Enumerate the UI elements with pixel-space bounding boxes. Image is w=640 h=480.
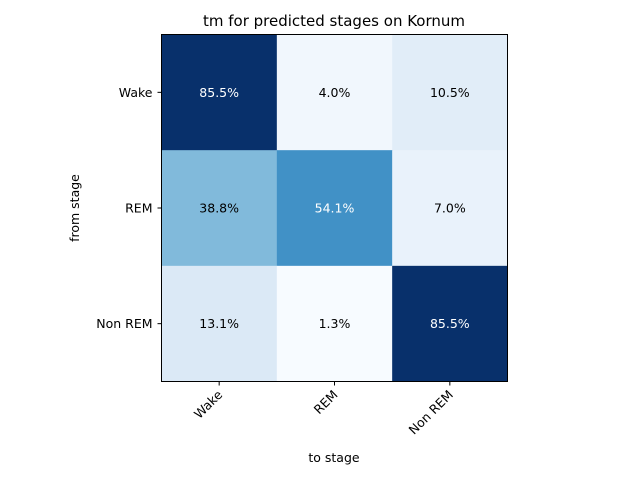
x-tick-label: Non REM [406,387,456,437]
y-tick-label: Non REM [96,316,152,331]
cell-value-label: 38.8% [199,201,239,216]
cell-value-label: 13.1% [199,316,239,331]
heatmap-cell [276,150,393,267]
cell-value-label: 7.0% [434,201,466,216]
chart-title: tm for predicted stages on Kornum [203,12,465,30]
cell-value-label: 54.1% [315,201,355,216]
cell-value-label: 85.5% [199,85,239,100]
heatmap-cell [161,34,278,151]
heatmap-cell [161,150,278,267]
heatmap-cell [161,265,278,382]
y-tick-label: REM [125,201,152,216]
y-axis-ticks: Wake REM Non REM [96,85,162,331]
y-axis-label: from stage [67,174,82,242]
cell-value-label: 85.5% [430,316,470,331]
x-tick-label: REM [311,387,341,417]
cell-value-label: 1.3% [319,316,351,331]
cell-value-label: 4.0% [319,85,351,100]
heatmap-cell [276,34,393,151]
x-tick-label: Wake [191,387,226,422]
x-axis-label: to stage [308,450,360,465]
cell-value-label: 10.5% [430,85,470,100]
heatmap-cell [392,150,508,267]
heatmap-cell [392,34,508,151]
heatmap-cells: 85.5% 4.0% 10.5% 38.8% 54.1% 7.0% 13.1% 1.3% 85.… [161,34,508,382]
x-axis-ticks: Wake REM Non REM [191,381,456,437]
heatmap-cell [392,265,508,382]
y-tick-label: Wake [119,85,153,100]
heatmap-cell [276,265,393,382]
